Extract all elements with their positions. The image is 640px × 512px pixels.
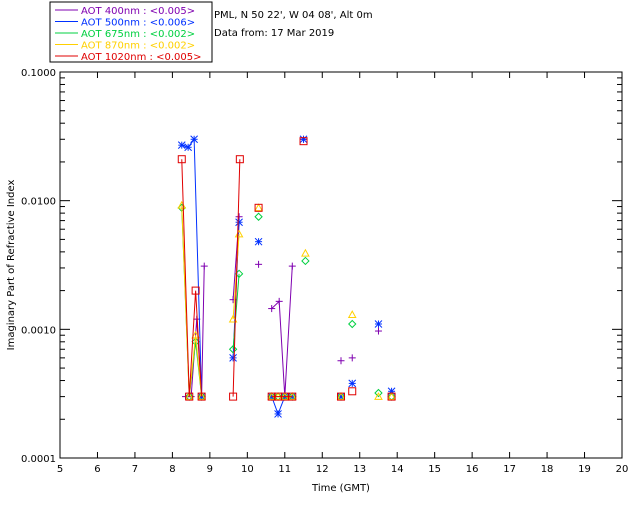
legend-box (49, 1, 213, 63)
y-tick-label: 0.1000 (21, 68, 56, 79)
data-point (288, 392, 297, 401)
series-line (181, 159, 203, 397)
x-tick-label: 6 (94, 464, 100, 475)
data-point (191, 330, 200, 339)
data-point (374, 388, 383, 398)
legend: AOT 400nm : <0.005>AOT 500nm : <0.006>AO… (55, 6, 201, 63)
x-tick-label: 10 (241, 464, 254, 475)
x-tick-label: 9 (207, 464, 213, 475)
plot-frame (59, 71, 623, 459)
x-tick-label: 19 (578, 464, 591, 475)
data-point (347, 310, 357, 318)
data-point (254, 237, 263, 246)
x-tick-label: 13 (353, 464, 366, 475)
data-point (197, 392, 206, 400)
data-point (268, 305, 276, 313)
x-tick-label: 8 (169, 464, 175, 475)
series-line (271, 266, 293, 397)
data-point (191, 286, 200, 295)
x-tick-label: 12 (316, 464, 329, 475)
series-line (181, 205, 203, 397)
data-point (337, 392, 345, 401)
y-tick-label: 0.0100 (21, 197, 56, 208)
series-line (181, 137, 203, 397)
y-tick-label: 0.0010 (21, 325, 56, 336)
data-point (288, 262, 296, 270)
data-point (184, 143, 192, 152)
y-tick-label: 0.0001 (21, 454, 56, 465)
x-tick-label: 20 (616, 464, 629, 475)
x-tick-label: 17 (503, 464, 516, 475)
data-point (235, 218, 243, 227)
data-point (348, 387, 357, 396)
data-point (255, 260, 263, 268)
series-group (182, 135, 382, 401)
data-point (301, 256, 310, 266)
data-point (299, 137, 308, 146)
series-layer (177, 135, 396, 418)
legend-entry: AOT 400nm : <0.005> (81, 6, 195, 17)
data-point (229, 392, 238, 401)
data-point (267, 392, 276, 401)
series-group (177, 135, 396, 418)
data-point (275, 297, 283, 305)
data-point (177, 155, 186, 164)
data-point (374, 320, 383, 328)
data-point (387, 392, 396, 401)
data-point (374, 392, 383, 400)
data-point (274, 410, 282, 418)
data-point (185, 392, 194, 401)
series-group (177, 137, 396, 401)
data-point (336, 392, 346, 400)
legend-entry: AOT 675nm : <0.002> (81, 29, 195, 40)
data-point (200, 262, 208, 270)
x-tick-label: 14 (391, 464, 404, 475)
data-point (348, 379, 357, 388)
site-info: PML, N 50 22', W 04 08', Alt 0m (214, 10, 373, 21)
data-point (228, 345, 238, 354)
axes: 5 6 7 8 9 10 11 12 13 14 15 16 17 18 19 20 0.0001 0.0010 0… (21, 68, 628, 475)
x-tick-label: 5 (57, 464, 63, 475)
data-point (197, 392, 206, 401)
series-line (232, 159, 241, 397)
legend-entry: AOT 870nm : <0.002> (81, 41, 195, 52)
data-point (235, 155, 244, 164)
data-point (229, 354, 237, 362)
data-point (184, 392, 194, 400)
data-point (337, 357, 345, 365)
data-point (254, 212, 263, 221)
date-info: Data from: 17 Mar 2019 (214, 28, 335, 39)
data-point (374, 327, 382, 335)
legend-entry: AOT 500nm : <0.006> (81, 18, 195, 29)
data-point (254, 203, 263, 212)
data-point (348, 319, 357, 329)
x-tick-label: 18 (541, 464, 554, 475)
data-point (348, 354, 356, 362)
x-tick-label: 11 (278, 464, 291, 475)
y-axis-label: Imaginary Part of Refractive Index (6, 180, 17, 351)
data-point (301, 248, 310, 257)
legend-entry: AOT 1020nm : <0.005> (81, 52, 201, 63)
x-tick-label: 15 (428, 464, 441, 475)
x-tick-label: 16 (466, 464, 479, 475)
data-point (387, 392, 396, 400)
data-point (299, 135, 308, 144)
x-axis-label: Time (GMT) (311, 483, 370, 494)
data-point (190, 135, 198, 144)
series-line (232, 273, 240, 350)
data-point (177, 141, 186, 150)
data-point (254, 203, 263, 212)
x-tick-label: 7 (132, 464, 138, 475)
